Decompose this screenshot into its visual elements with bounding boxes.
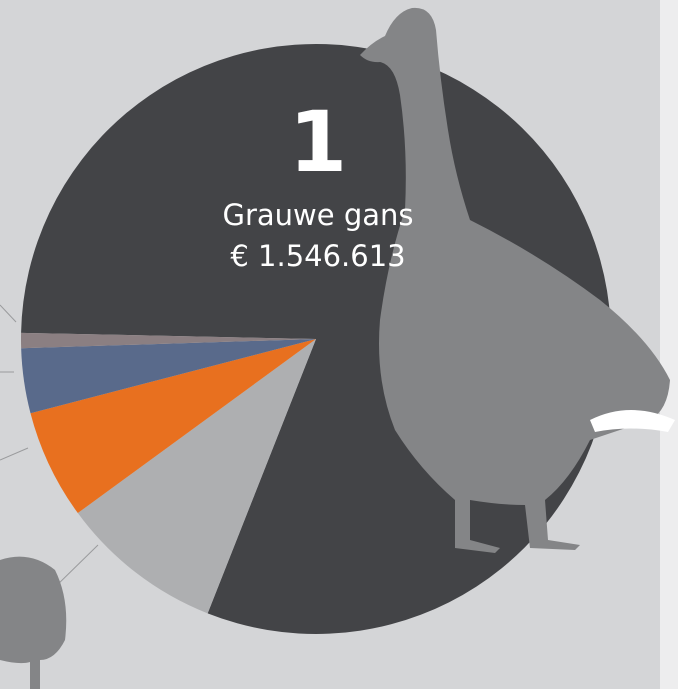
- rank: 1: [289, 93, 347, 191]
- side-strip: [660, 0, 678, 689]
- slice-label: Grauwe gans: [223, 198, 414, 232]
- value-label: € 1.546.613: [230, 239, 405, 273]
- chart: 1 Grauwe gans € 1.546.613: [0, 0, 678, 689]
- page: 1 Grauwe gans € 1.546.613 (() => { const…: [0, 0, 678, 689]
